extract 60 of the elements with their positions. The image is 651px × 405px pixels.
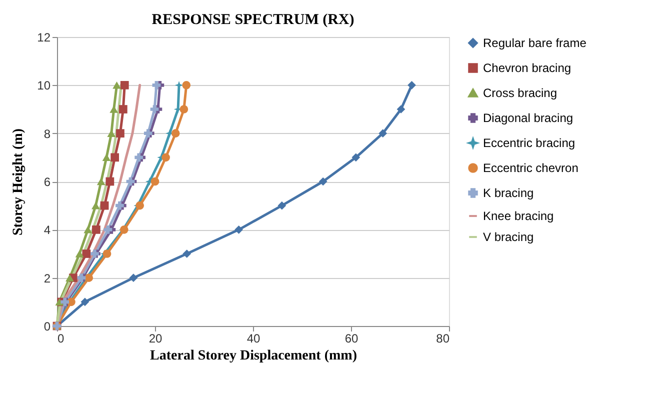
x-tick-label: 80 xyxy=(436,332,450,346)
point xyxy=(80,298,90,306)
legend-label: V bracing xyxy=(483,230,534,244)
point xyxy=(396,105,406,114)
y-tick-label: 0 xyxy=(44,320,51,334)
y-tick-label: 2 xyxy=(44,271,51,286)
point xyxy=(116,129,124,138)
point xyxy=(92,225,100,234)
legend-label: Diagonal bracing xyxy=(483,111,574,125)
legend-label: Cross bracing xyxy=(483,86,558,100)
legend-label: Regular bare frame xyxy=(483,36,587,50)
y-tick-label: 12 xyxy=(37,30,51,44)
point xyxy=(318,177,328,186)
legend-label: Eccentric bracing xyxy=(483,136,576,150)
point xyxy=(106,177,114,186)
point xyxy=(84,226,92,234)
y-tick-label: 4 xyxy=(44,223,51,238)
point xyxy=(102,250,112,258)
point xyxy=(100,201,109,210)
point xyxy=(182,250,192,258)
point xyxy=(352,153,360,162)
x-tick-label: 0 xyxy=(58,332,64,346)
point xyxy=(84,274,94,282)
point xyxy=(162,153,170,162)
x-tick-label: 40 xyxy=(246,332,260,346)
point xyxy=(378,129,388,138)
y-axis-title: Storey Height (m) xyxy=(11,128,26,236)
x-axis-title: Lateral Storey Displacement (mm) xyxy=(150,348,358,364)
point xyxy=(134,153,144,162)
y-tick-label: 8 xyxy=(44,126,51,141)
point xyxy=(182,80,191,90)
point xyxy=(110,153,120,162)
point xyxy=(120,80,129,90)
legend-label: Eccentric chevron xyxy=(483,161,578,175)
legend-label: Chevron bracing xyxy=(483,61,572,75)
point xyxy=(92,202,100,210)
point xyxy=(129,274,138,282)
point xyxy=(234,225,243,234)
point xyxy=(75,250,84,258)
point xyxy=(66,274,74,282)
point xyxy=(278,201,286,210)
legend-label: K bracing xyxy=(483,186,534,200)
legend-label: Knee bracing xyxy=(483,209,554,223)
point xyxy=(112,82,121,89)
point xyxy=(408,80,416,90)
point xyxy=(118,105,128,114)
point xyxy=(152,80,161,90)
y-tick-label: 10 xyxy=(37,78,51,93)
point xyxy=(180,105,188,114)
point xyxy=(116,201,124,210)
x-tick-label: 60 xyxy=(344,332,358,346)
point xyxy=(171,129,180,138)
point xyxy=(104,225,112,234)
point xyxy=(150,177,160,186)
point xyxy=(150,105,159,114)
chart-title: RESPONSE SPECTRUM (RX) xyxy=(152,12,354,28)
point xyxy=(82,250,91,258)
point xyxy=(102,154,111,162)
x-tick-label: 20 xyxy=(148,332,162,346)
y-tick-label: 6 xyxy=(44,175,51,189)
